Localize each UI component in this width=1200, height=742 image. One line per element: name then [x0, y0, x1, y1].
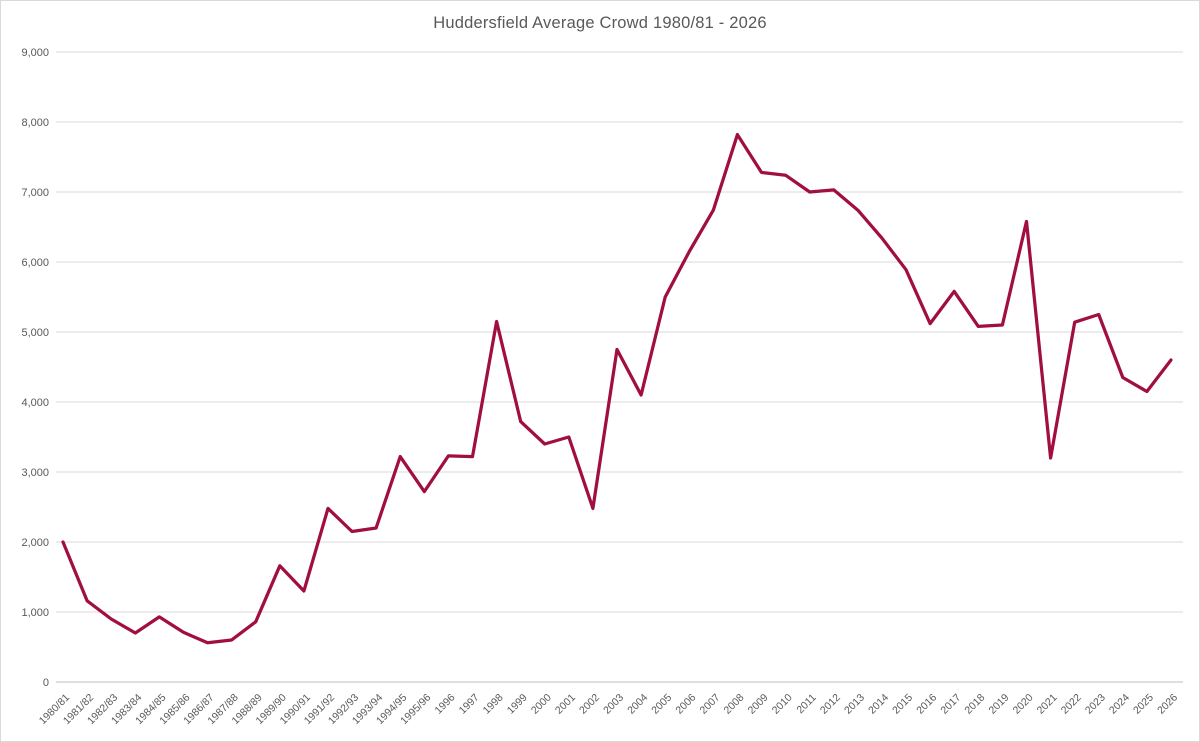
- x-axis-tick-label: 2011: [794, 692, 819, 717]
- x-axis-tick-label: 2006: [673, 692, 698, 717]
- x-axis-tick-label: 2000: [529, 692, 554, 717]
- y-axis-tick-label: 7,000: [21, 187, 49, 199]
- x-axis-tick-label: 2001: [553, 692, 578, 717]
- x-axis-tick-label: 2014: [866, 692, 891, 717]
- x-axis-tick-label: 2021: [1035, 692, 1060, 717]
- x-axis-tick-label: 2013: [842, 692, 867, 717]
- y-axis-tick-label: 5,000: [21, 327, 49, 339]
- x-axis-tick-label: 2020: [1011, 692, 1036, 717]
- x-axis-tick-label: 2005: [649, 692, 674, 717]
- x-axis-tick-label: 2010: [770, 692, 795, 717]
- x-axis-tick-label: 2007: [697, 692, 722, 717]
- y-axis-tick-label: 1,000: [21, 607, 49, 619]
- x-axis-tick-label: 2026: [1155, 692, 1180, 717]
- x-axis-tick-label: 2023: [1083, 692, 1108, 717]
- x-axis-tick-label: 1999: [505, 692, 530, 717]
- chart-title: Huddersfield Average Crowd 1980/81 - 202…: [433, 14, 767, 32]
- y-axis-tick-label: 9,000: [21, 47, 49, 59]
- y-axis-tick-label: 3,000: [21, 467, 49, 479]
- x-axis-tick-label: 1996: [433, 692, 458, 717]
- y-axis-tick-label: 0: [43, 677, 49, 689]
- y-axis-tick-label: 2,000: [21, 537, 49, 549]
- x-axis-tick-label: 2024: [1107, 692, 1132, 717]
- x-axis-tick-label: 2018: [962, 692, 987, 717]
- x-axis-tick-label: 2015: [890, 692, 915, 717]
- y-axis-tick-label: 8,000: [21, 117, 49, 129]
- y-axis-tick-label: 6,000: [21, 257, 49, 269]
- x-axis-tick-label: 2009: [746, 692, 771, 717]
- x-axis-tick-label: 2008: [722, 692, 747, 717]
- x-axis-tick-label: 2002: [577, 692, 602, 717]
- x-axis-tick-label: 2003: [601, 692, 626, 717]
- x-axis-tick-label: 2004: [625, 692, 650, 717]
- x-axis-tick-label: 2017: [938, 692, 963, 717]
- y-axis-tick-label: 4,000: [21, 397, 49, 409]
- x-axis-tick-label: 2019: [987, 692, 1012, 717]
- x-axis-tick-label: 2012: [818, 692, 843, 717]
- series-line: [61, 132, 1173, 645]
- x-axis-tick-label: 2025: [1131, 692, 1156, 717]
- x-axis-tick-label: 1998: [481, 692, 506, 717]
- x-axis-tick-label: 1997: [457, 692, 482, 717]
- x-axis-tick-label: 2022: [1059, 692, 1084, 717]
- x-axis-tick-label: 2016: [914, 692, 939, 717]
